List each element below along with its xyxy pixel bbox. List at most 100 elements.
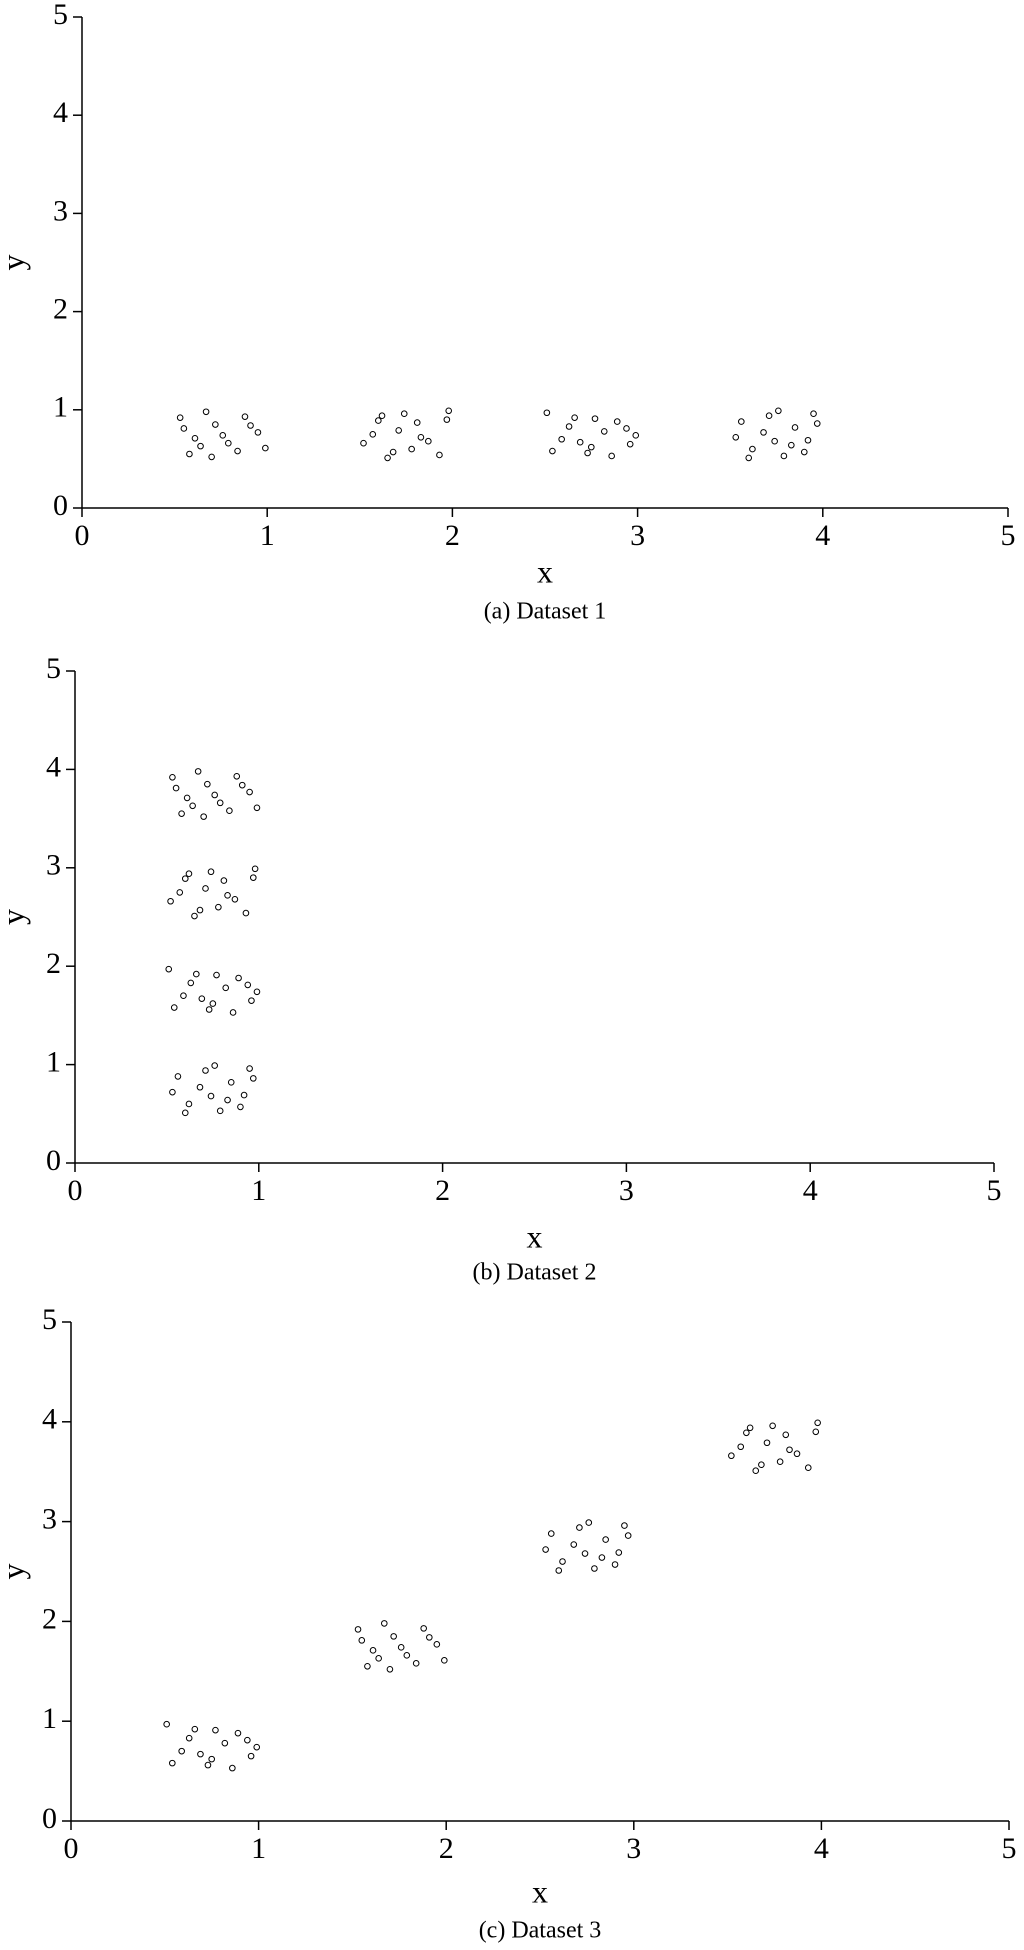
caption: (b) Dataset 2 (473, 1260, 597, 1286)
x-tick-label: 0 (68, 1174, 83, 1207)
point (229, 1764, 236, 1772)
point (202, 885, 209, 892)
point (226, 807, 233, 815)
y-tick-label: 5 (42, 1303, 57, 1336)
point (251, 865, 259, 873)
point (813, 420, 821, 427)
point (197, 1750, 204, 1758)
point (215, 903, 222, 911)
point (207, 1092, 215, 1100)
point (624, 1532, 632, 1539)
point (180, 425, 188, 432)
point (743, 1429, 750, 1437)
point (354, 1626, 362, 1633)
y-tick-label: 2 (42, 1602, 57, 1635)
caption: (c) Dataset 3 (479, 1918, 602, 1944)
point (253, 804, 261, 812)
point (611, 1561, 619, 1568)
point (254, 429, 262, 436)
point (782, 1431, 790, 1439)
point (788, 441, 795, 449)
point (771, 437, 778, 445)
point (386, 1666, 394, 1673)
point (413, 419, 421, 426)
point (242, 909, 250, 917)
point (420, 1625, 427, 1632)
point (749, 445, 756, 453)
point (183, 794, 191, 802)
x-tick-label: 5 (1001, 519, 1016, 552)
point (191, 1725, 199, 1733)
point (181, 1109, 189, 1117)
point (169, 1759, 176, 1767)
point (204, 780, 211, 788)
point (244, 1736, 251, 1744)
point (169, 1088, 176, 1096)
point (765, 412, 773, 419)
point (170, 1004, 178, 1011)
point (600, 428, 608, 435)
point (559, 1558, 566, 1565)
y-tick-label: 2 (46, 947, 61, 980)
point (576, 1524, 583, 1531)
point (198, 995, 206, 1002)
point (262, 444, 269, 452)
y-tick-label: 5 (53, 0, 68, 31)
point (426, 1634, 433, 1641)
point (780, 452, 788, 460)
point (769, 1422, 776, 1430)
point (174, 1073, 182, 1080)
point (732, 433, 740, 441)
point (172, 784, 180, 792)
x-axis-label: x (527, 1218, 543, 1254)
point (375, 1655, 382, 1662)
point (193, 970, 200, 978)
point (793, 1450, 801, 1458)
point (224, 1096, 231, 1104)
point (178, 810, 185, 817)
x-tick-label: 1 (251, 1832, 266, 1865)
y-tick-label: 2 (53, 292, 68, 325)
point (626, 440, 634, 448)
x-tick-label: 2 (439, 1832, 454, 1865)
point (417, 433, 425, 441)
point (234, 1729, 242, 1737)
point (585, 1519, 593, 1526)
point (425, 437, 432, 445)
point (591, 1565, 598, 1572)
y-tick-label: 4 (42, 1403, 57, 1436)
point (180, 992, 187, 1000)
point (602, 1536, 609, 1543)
point (249, 874, 257, 881)
point (397, 1644, 405, 1651)
x-axis-label: x (537, 553, 553, 589)
point (542, 1546, 549, 1553)
point (436, 451, 443, 459)
point (565, 423, 573, 430)
point (408, 445, 415, 453)
point (249, 1075, 257, 1082)
point (253, 988, 261, 996)
x-tick-label: 0 (64, 1832, 79, 1865)
point (167, 897, 174, 905)
point (246, 788, 253, 796)
point (369, 431, 377, 438)
point (384, 454, 391, 462)
point (176, 414, 184, 421)
point (758, 1461, 765, 1469)
point (209, 1000, 217, 1007)
point (810, 410, 817, 418)
caption: (a) Dataset 1 (484, 599, 607, 625)
x-tick-label: 2 (435, 1174, 450, 1207)
point (207, 868, 215, 876)
point (196, 906, 204, 914)
point (786, 1446, 793, 1454)
point (185, 1734, 193, 1742)
point (208, 453, 215, 461)
point (380, 1620, 388, 1627)
point (375, 417, 382, 424)
point (202, 1067, 209, 1074)
point (598, 1554, 606, 1561)
y-tick-label: 3 (42, 1502, 57, 1535)
point (213, 971, 220, 979)
